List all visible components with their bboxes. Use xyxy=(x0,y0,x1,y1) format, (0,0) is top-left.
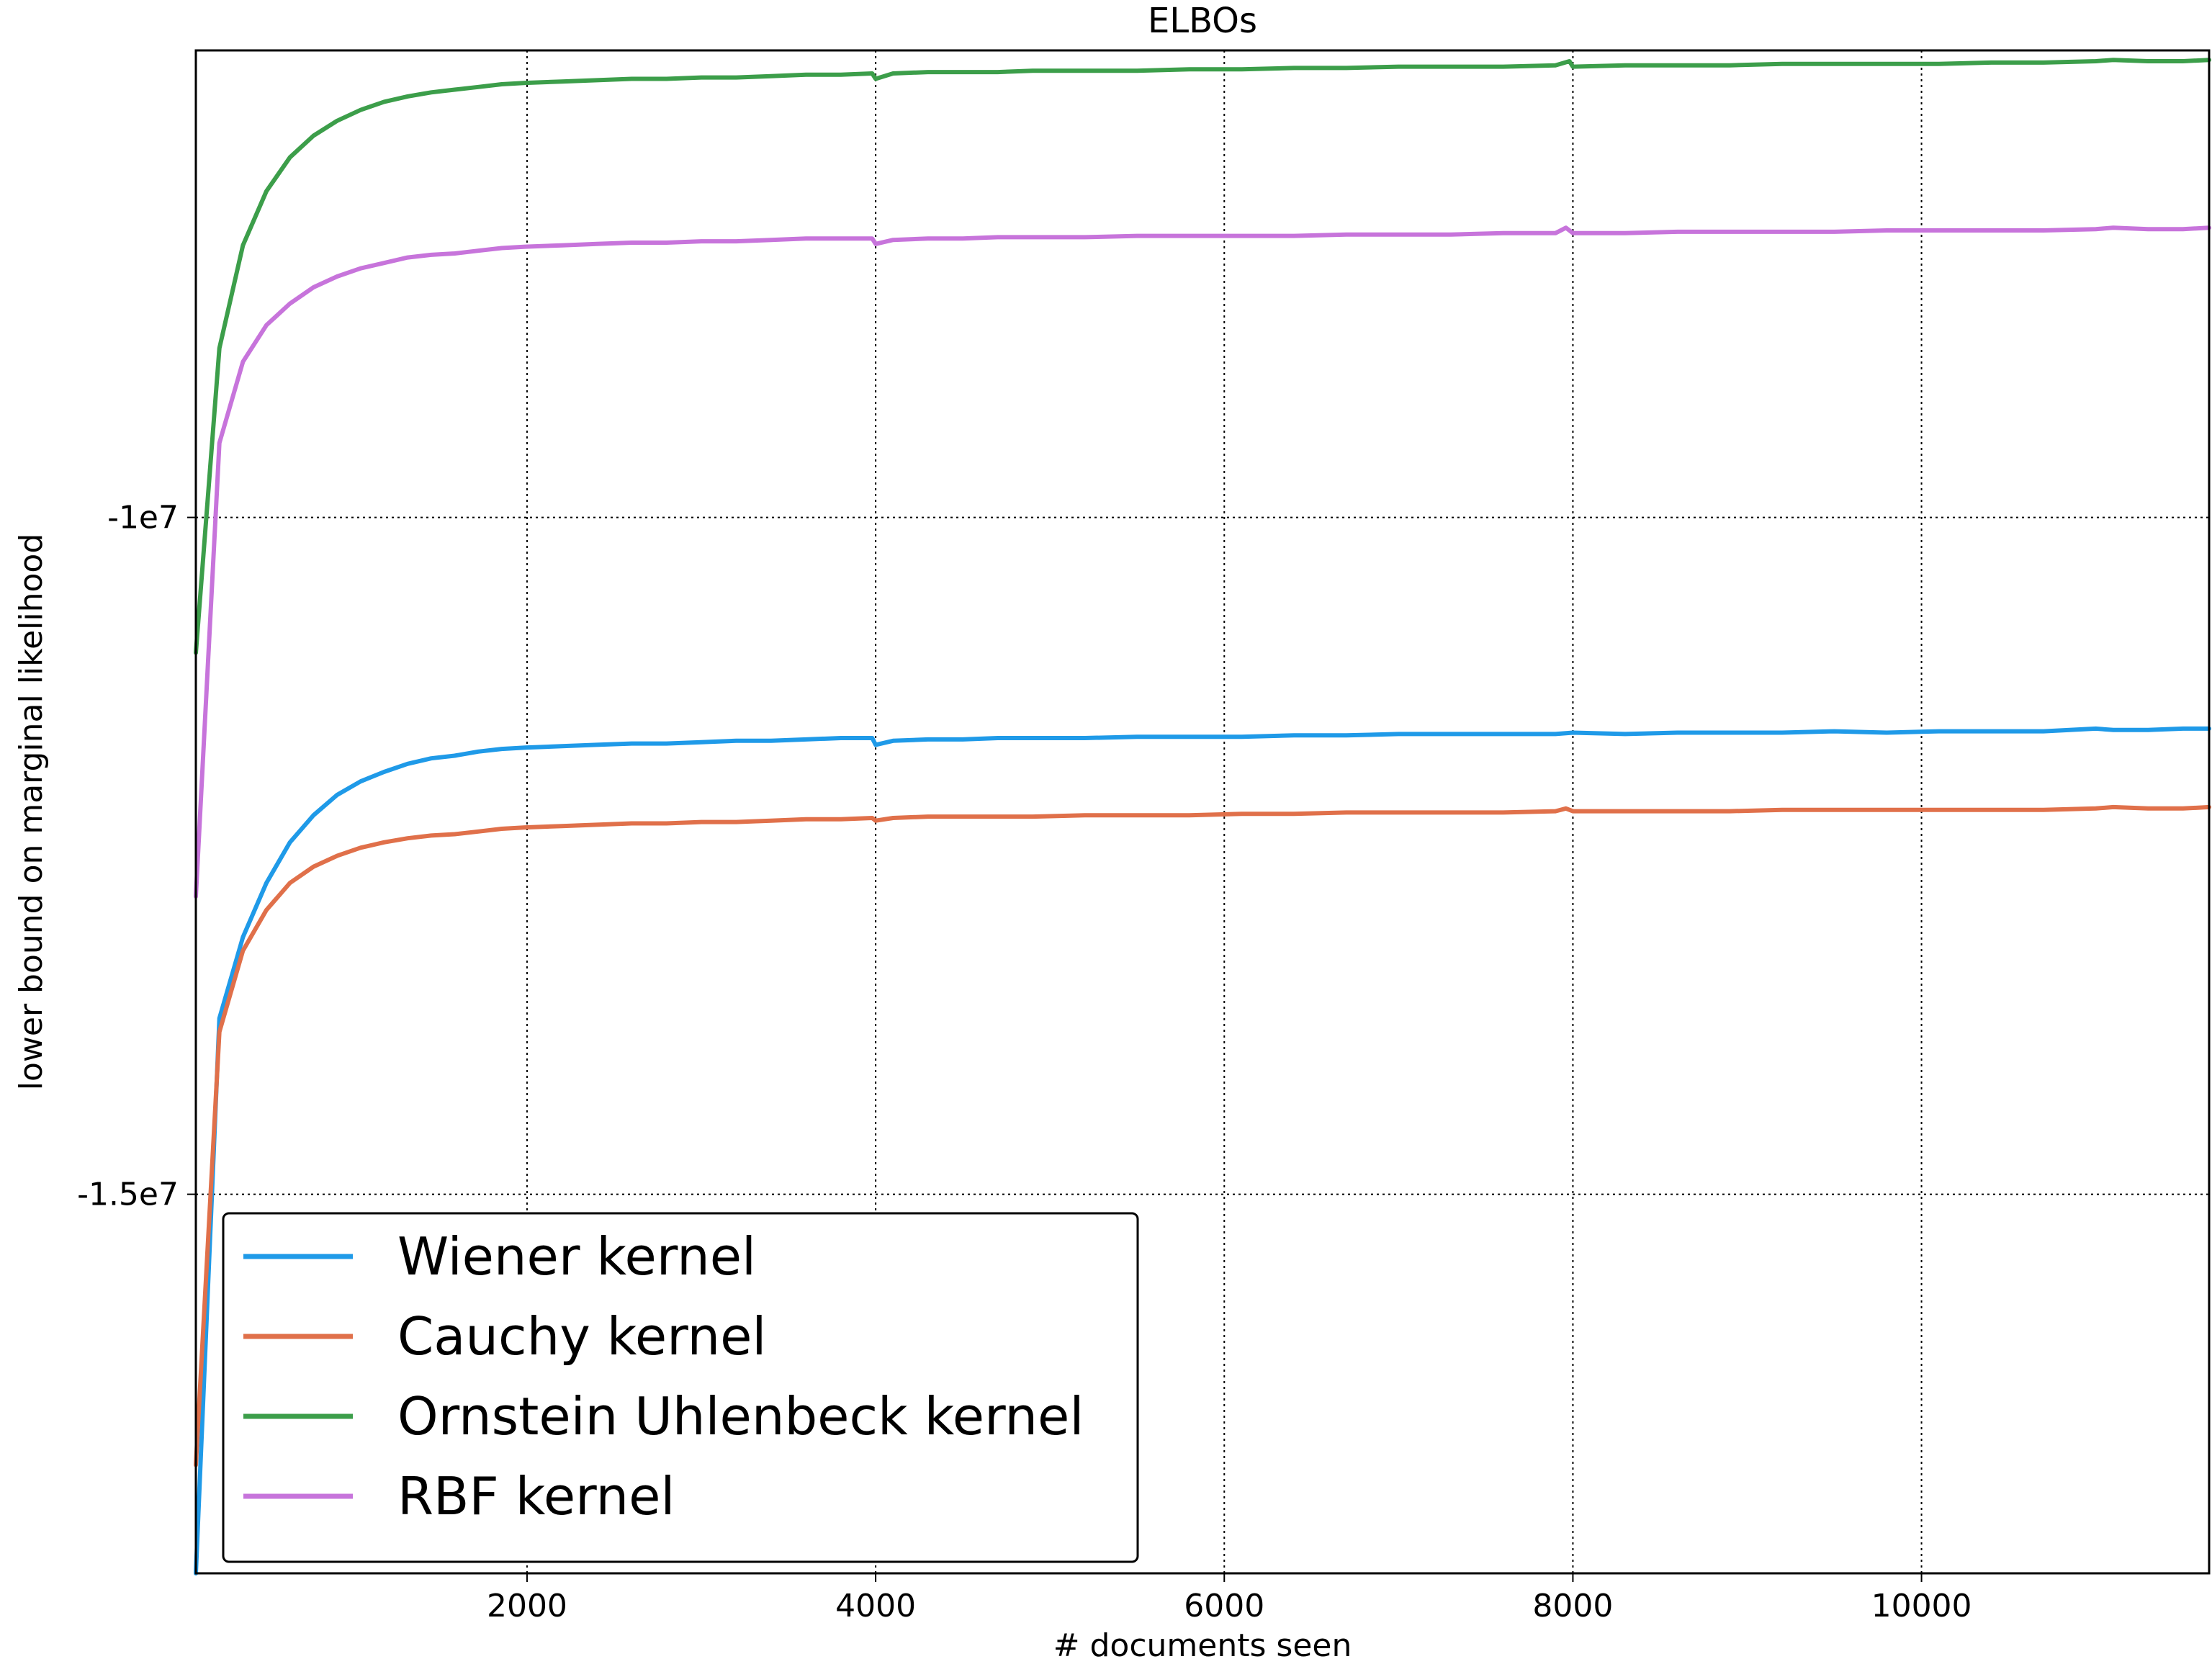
y-axis-label: lower bound on marginal likelihood xyxy=(13,534,50,1091)
x-tick-label: 4000 xyxy=(835,1588,916,1624)
grid-lines xyxy=(196,50,2209,1573)
plot-area-frame xyxy=(194,49,2211,1575)
axis-ticks: 2000 4000 6000 8000 10000 -1e7 -1.5e7 xyxy=(77,500,1972,1624)
series-line xyxy=(194,804,2211,1467)
x-tick-label: 8000 xyxy=(1532,1588,1613,1624)
x-tick-label: 2000 xyxy=(487,1588,567,1624)
legend-label: Ornstein Uhlenbeck kernel xyxy=(397,1386,1084,1447)
x-axis-label: # documents seen xyxy=(1053,1627,1352,1659)
x-tick-label: 6000 xyxy=(1184,1588,1264,1624)
x-tick-label: 10000 xyxy=(1871,1588,1972,1624)
legend-box xyxy=(222,1212,1139,1563)
legend-label: RBF kernel xyxy=(397,1466,675,1527)
legend: Wiener kernel Cauchy kernel Ornstein Uhlen… xyxy=(222,1212,1139,1563)
series-lines xyxy=(194,58,2211,1575)
legend-label: Cauchy kernel xyxy=(397,1306,766,1367)
y-tick-label: -1.5e7 xyxy=(77,1177,179,1213)
y-tick-label: -1e7 xyxy=(107,500,179,536)
legend-label: Wiener kernel xyxy=(397,1226,756,1287)
series-line xyxy=(194,225,2211,899)
series-line xyxy=(194,58,2211,655)
series-line xyxy=(194,726,2211,1575)
chart-title: ELBOs xyxy=(1148,1,1257,41)
